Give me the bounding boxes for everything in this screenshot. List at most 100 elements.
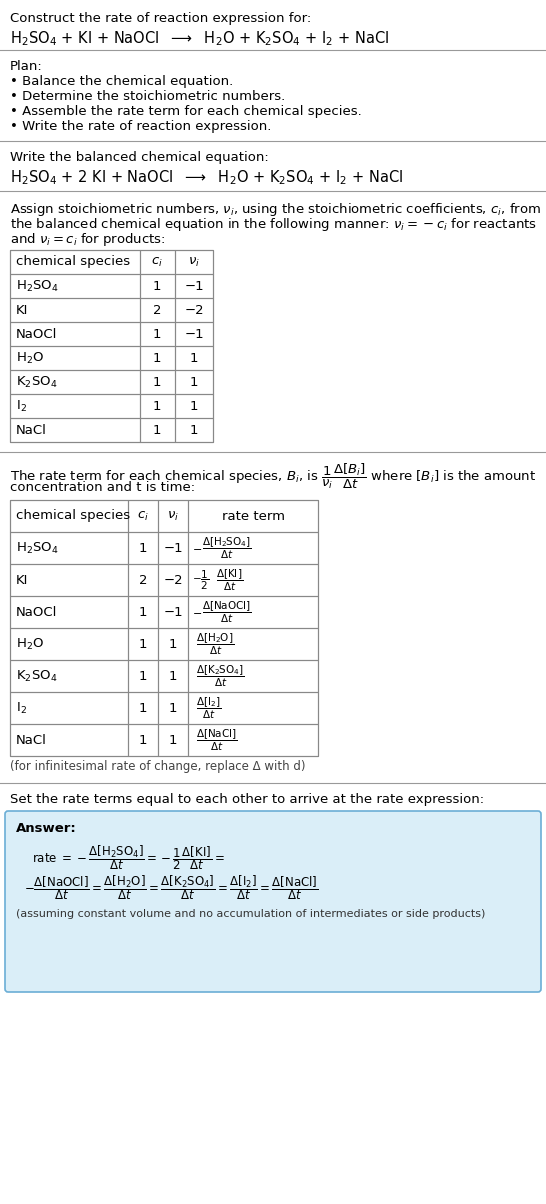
- Text: $\mathregular{I_2}$: $\mathregular{I_2}$: [16, 399, 27, 413]
- Text: Set the rate terms equal to each other to arrive at the rate expression:: Set the rate terms equal to each other t…: [10, 793, 484, 805]
- Text: $\nu_i$: $\nu_i$: [167, 509, 179, 523]
- Bar: [10, 692, 128, 724]
- Text: 2: 2: [139, 573, 147, 586]
- Bar: [158, 692, 188, 724]
- Text: −1: −1: [163, 606, 183, 619]
- Bar: [128, 628, 158, 660]
- Bar: [140, 370, 175, 394]
- Bar: [10, 628, 128, 660]
- Bar: [10, 321, 140, 346]
- Text: (for infinitesimal rate of change, replace Δ with d): (for infinitesimal rate of change, repla…: [10, 760, 306, 773]
- Bar: [175, 275, 213, 299]
- Text: (assuming constant volume and no accumulation of intermediates or side products): (assuming constant volume and no accumul…: [16, 909, 485, 919]
- Text: 1: 1: [153, 327, 161, 341]
- FancyBboxPatch shape: [5, 811, 541, 992]
- Bar: [10, 418, 140, 442]
- Text: KI: KI: [16, 573, 28, 586]
- Text: $\dfrac{\Delta[\mathrm{H_2O}]}{\Delta t}$: $\dfrac{\Delta[\mathrm{H_2O}]}{\Delta t}…: [196, 631, 234, 656]
- Text: $\mathregular{K_2SO_4}$: $\mathregular{K_2SO_4}$: [16, 374, 57, 390]
- Bar: [158, 596, 188, 628]
- Text: $\dfrac{\Delta[\mathrm{NaOCl}]}{\Delta t}$: $\dfrac{\Delta[\mathrm{NaOCl}]}{\Delta t…: [202, 600, 252, 625]
- Text: $\mathregular{H_2SO_4}$ $+$ KI $+$ NaOCl  $\longrightarrow$  $\mathregular{H_2O}: $\mathregular{H_2SO_4}$ $+$ KI $+$ NaOCl…: [10, 29, 389, 48]
- Text: 1: 1: [190, 424, 198, 437]
- Bar: [175, 299, 213, 321]
- Bar: [188, 628, 318, 660]
- Text: 1: 1: [190, 400, 198, 413]
- Bar: [175, 394, 213, 418]
- Text: $\dfrac{\Delta[\mathrm{KI}]}{\Delta t}$: $\dfrac{\Delta[\mathrm{KI}]}{\Delta t}$: [216, 567, 243, 592]
- Bar: [158, 563, 188, 596]
- Bar: [10, 275, 140, 299]
- Text: 1: 1: [190, 352, 198, 365]
- Text: $\mathregular{H_2O}$: $\mathregular{H_2O}$: [16, 637, 44, 651]
- Text: Plan:: Plan:: [10, 60, 43, 73]
- Text: 1: 1: [139, 542, 147, 555]
- Bar: [158, 628, 188, 660]
- Bar: [10, 563, 128, 596]
- Bar: [128, 660, 158, 692]
- Text: $-$: $-$: [192, 607, 202, 616]
- Bar: [128, 532, 158, 563]
- Text: Assign stoichiometric numbers, $\nu_i$, using the stoichiometric coefficients, $: Assign stoichiometric numbers, $\nu_i$, …: [10, 201, 541, 218]
- Text: $\mathregular{K_2SO_4}$: $\mathregular{K_2SO_4}$: [16, 668, 57, 684]
- Bar: [10, 660, 128, 692]
- Bar: [140, 394, 175, 418]
- Text: • Write the rate of reaction expression.: • Write the rate of reaction expression.: [10, 120, 271, 132]
- Text: rate $= -\dfrac{\Delta[\mathrm{H_2SO_4}]}{\Delta t} = -\dfrac{1}{2} \dfrac{\Delt: rate $= -\dfrac{\Delta[\mathrm{H_2SO_4}]…: [32, 843, 224, 872]
- Bar: [188, 500, 318, 532]
- Bar: [10, 500, 318, 756]
- Text: $\dfrac{\Delta[\mathrm{I_2}]}{\Delta t}$: $\dfrac{\Delta[\mathrm{I_2}]}{\Delta t}$: [196, 696, 221, 721]
- Bar: [175, 418, 213, 442]
- Bar: [10, 250, 213, 442]
- Bar: [128, 724, 158, 756]
- Bar: [140, 418, 175, 442]
- Text: 1: 1: [139, 702, 147, 714]
- Bar: [128, 500, 158, 532]
- Text: 1: 1: [153, 279, 161, 293]
- Text: 1: 1: [139, 637, 147, 650]
- Bar: [10, 596, 128, 628]
- Text: Construct the rate of reaction expression for:: Construct the rate of reaction expressio…: [10, 12, 311, 25]
- Text: • Assemble the rate term for each chemical species.: • Assemble the rate term for each chemic…: [10, 105, 362, 118]
- Text: 1: 1: [190, 376, 198, 389]
- Bar: [175, 321, 213, 346]
- Text: • Determine the stoichiometric numbers.: • Determine the stoichiometric numbers.: [10, 90, 285, 104]
- Text: 1: 1: [139, 733, 147, 746]
- Bar: [10, 346, 140, 370]
- Bar: [140, 321, 175, 346]
- Bar: [175, 250, 213, 275]
- Text: chemical species: chemical species: [16, 509, 130, 523]
- Text: −1: −1: [184, 279, 204, 293]
- Text: 2: 2: [153, 303, 161, 317]
- Bar: [10, 299, 140, 321]
- Bar: [188, 532, 318, 563]
- Text: 1: 1: [169, 637, 177, 650]
- Text: 1: 1: [153, 424, 161, 437]
- Text: $\mathregular{H_2SO_4}$: $\mathregular{H_2SO_4}$: [16, 278, 58, 294]
- Bar: [158, 724, 188, 756]
- Text: • Balance the chemical equation.: • Balance the chemical equation.: [10, 75, 233, 88]
- Bar: [158, 660, 188, 692]
- Text: $\dfrac{\Delta[\mathrm{NaCl}]}{\Delta t}$: $\dfrac{\Delta[\mathrm{NaCl}]}{\Delta t}…: [196, 727, 238, 752]
- Text: $\mathregular{H_2SO_4}$: $\mathregular{H_2SO_4}$: [16, 541, 58, 555]
- Bar: [140, 299, 175, 321]
- Text: $-\dfrac{\Delta[\mathrm{NaOCl}]}{\Delta t} = \dfrac{\Delta[\mathrm{H_2O}]}{\Delt: $-\dfrac{\Delta[\mathrm{NaOCl}]}{\Delta …: [24, 873, 318, 902]
- Text: 1: 1: [169, 702, 177, 714]
- Bar: [188, 660, 318, 692]
- Bar: [10, 532, 128, 563]
- Text: NaCl: NaCl: [16, 424, 47, 437]
- Bar: [140, 275, 175, 299]
- Bar: [158, 532, 188, 563]
- Bar: [188, 692, 318, 724]
- Bar: [10, 370, 140, 394]
- Text: $\mathregular{H_2O}$: $\mathregular{H_2O}$: [16, 350, 44, 366]
- Text: NaOCl: NaOCl: [16, 327, 57, 341]
- Text: Write the balanced chemical equation:: Write the balanced chemical equation:: [10, 150, 269, 164]
- Bar: [188, 596, 318, 628]
- Text: chemical species: chemical species: [16, 255, 130, 268]
- Bar: [128, 692, 158, 724]
- Bar: [128, 596, 158, 628]
- Text: rate term: rate term: [222, 509, 284, 523]
- Text: $\dfrac{\Delta[\mathrm{K_2SO_4}]}{\Delta t}$: $\dfrac{\Delta[\mathrm{K_2SO_4}]}{\Delta…: [196, 663, 245, 689]
- Text: KI: KI: [16, 303, 28, 317]
